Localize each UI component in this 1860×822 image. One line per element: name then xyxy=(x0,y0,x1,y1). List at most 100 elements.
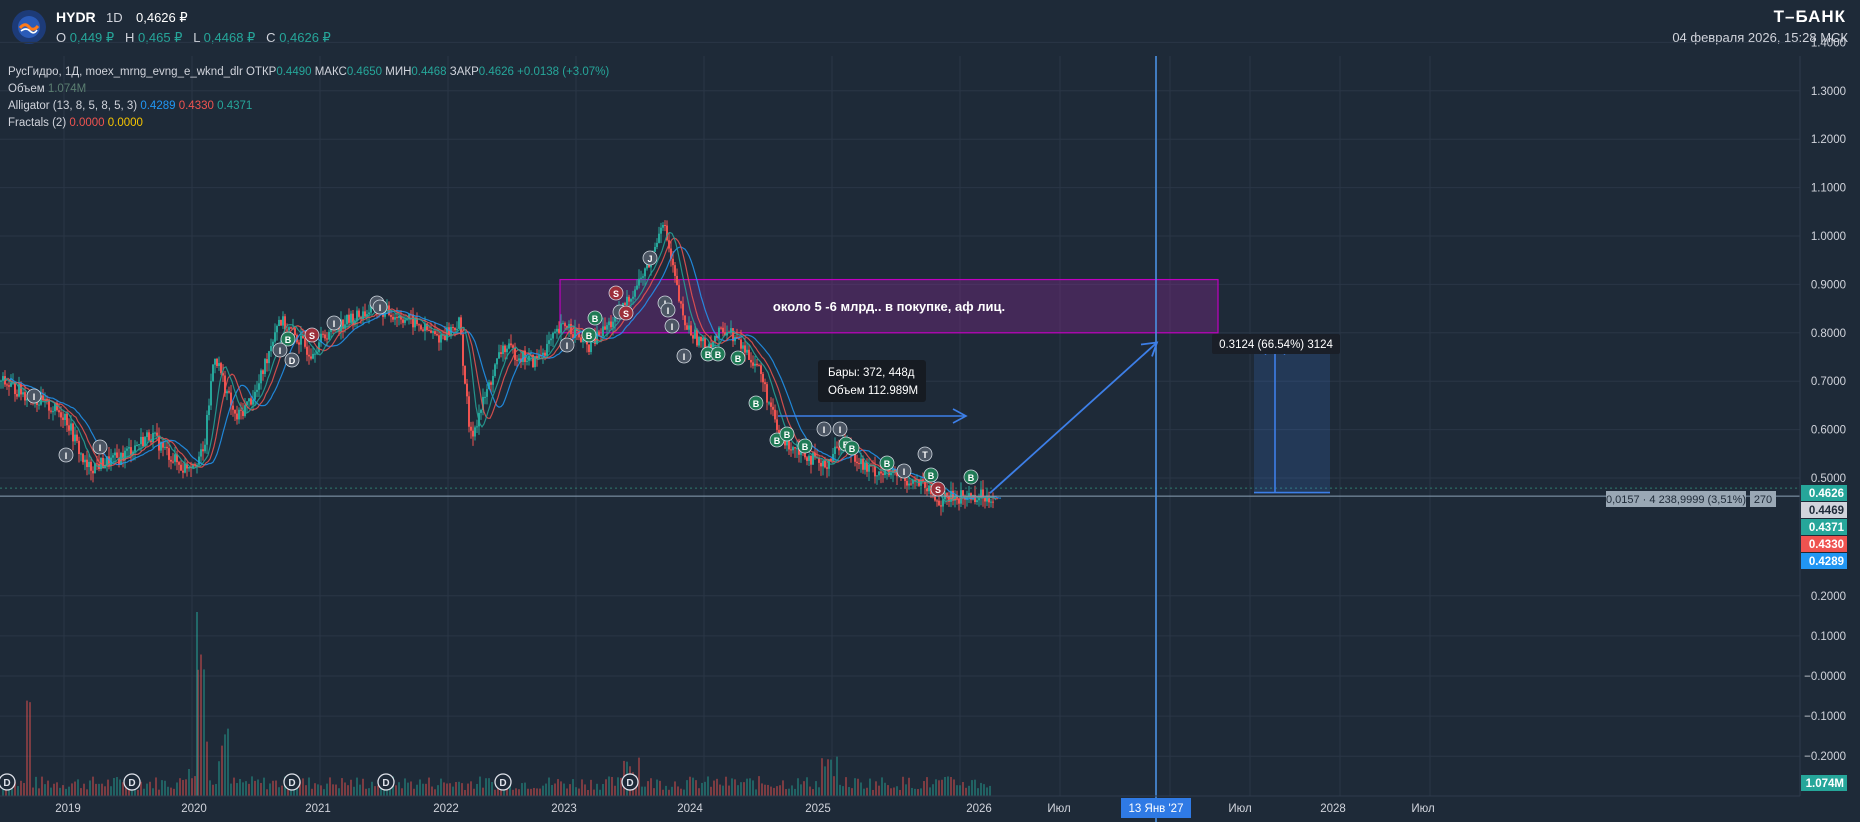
candle-body xyxy=(862,458,864,470)
volume-bar xyxy=(329,777,331,796)
volume-bar xyxy=(338,788,340,796)
volume-bar xyxy=(959,785,961,796)
candle-body xyxy=(804,450,806,458)
volume-bar xyxy=(983,784,985,796)
volume-bar xyxy=(104,786,106,796)
ticker-symbol[interactable]: HYDR xyxy=(56,9,96,25)
candle-body xyxy=(128,447,130,449)
candle-body xyxy=(692,335,694,339)
volume-bar xyxy=(857,778,859,796)
volume-bar xyxy=(941,779,943,796)
time-tick: 2026 xyxy=(966,803,992,815)
candle-body xyxy=(248,398,250,402)
volume-bar xyxy=(758,776,760,796)
timeframe-label[interactable]: 1D xyxy=(106,10,123,25)
candle-body xyxy=(274,332,276,342)
volume-bar xyxy=(482,787,484,796)
candle-body xyxy=(462,334,464,366)
candle-body xyxy=(390,314,392,317)
candle-body xyxy=(766,384,768,403)
legend-volume[interactable]: Объем 1.074M xyxy=(8,81,609,98)
candle-body xyxy=(760,365,762,374)
volume-bar xyxy=(947,776,949,796)
time-tick: Июл xyxy=(1047,803,1070,815)
volume-bar xyxy=(176,782,178,796)
candle-body xyxy=(700,336,702,342)
volume-bar xyxy=(788,788,790,796)
candle-body xyxy=(258,383,260,390)
candle-body xyxy=(896,472,898,477)
event-marker-b xyxy=(710,346,726,362)
volume-bar xyxy=(689,776,691,796)
candle-body xyxy=(370,305,372,313)
candle-body xyxy=(142,436,144,447)
open-label: O xyxy=(56,30,67,45)
candle-body xyxy=(890,472,892,476)
candle-body xyxy=(84,459,86,463)
candle-body xyxy=(94,463,96,474)
candle-body xyxy=(910,483,912,485)
volume-bar xyxy=(986,787,988,796)
candle-body xyxy=(130,447,132,455)
candle-body xyxy=(976,500,978,503)
volume-bar xyxy=(17,786,19,796)
volume-bar xyxy=(164,780,166,796)
volume-bar xyxy=(182,779,184,796)
event-marker-i xyxy=(26,388,42,404)
candle-body xyxy=(68,425,70,431)
candle-body xyxy=(522,350,524,362)
event-marker-label: B xyxy=(784,430,791,440)
volume-bar xyxy=(347,785,349,796)
candle-body xyxy=(638,278,640,286)
candle-body xyxy=(798,448,800,455)
legend-main-series[interactable]: РусГидро, 1Д, moex_mrng_evng_e_wknd_dlr … xyxy=(8,64,609,81)
candle-body xyxy=(572,334,574,338)
event-marker-b xyxy=(844,440,860,456)
candle-body xyxy=(206,414,208,445)
price-tick: 1.3000 xyxy=(1811,86,1846,98)
candle-body xyxy=(156,432,158,436)
candle-body xyxy=(236,413,238,420)
candle-body xyxy=(660,227,662,234)
event-marker-b xyxy=(963,469,979,485)
candle-body xyxy=(792,447,794,451)
volume-bar xyxy=(695,780,697,796)
candle-body xyxy=(738,338,740,340)
candle-body xyxy=(656,242,658,247)
legend-fractals[interactable]: Fractals (2) 0.0000 0.0000 xyxy=(8,115,609,132)
candle-body xyxy=(458,317,460,329)
volume-bar xyxy=(791,785,793,796)
candle-body xyxy=(624,303,626,305)
time-tick: 2028 xyxy=(1320,803,1346,815)
volume-bar xyxy=(245,781,247,796)
candle-body xyxy=(582,339,584,343)
candle-body xyxy=(628,296,630,302)
event-marker-label: S xyxy=(935,485,941,495)
volume-bar xyxy=(749,778,751,796)
candle-body xyxy=(820,462,822,467)
volume-bar xyxy=(914,788,916,796)
volume-bar xyxy=(359,784,361,796)
volume-bar xyxy=(149,781,151,796)
volume-bar xyxy=(728,785,730,796)
volume-bar xyxy=(74,781,76,796)
volume-bar xyxy=(680,788,682,796)
legend-alligator[interactable]: Alligator (13, 8, 5, 8, 5, 3) 0.4289 0.4… xyxy=(8,98,609,115)
volume-bar xyxy=(605,779,607,796)
rushydro-logo[interactable] xyxy=(12,10,46,44)
candle-body xyxy=(224,375,226,394)
event-marker-label: I xyxy=(333,319,336,329)
candle-body xyxy=(570,323,572,335)
crosshair-date-bg xyxy=(1121,798,1191,818)
dividend-marker-label: D xyxy=(499,778,506,789)
legend-high: 0.4650 xyxy=(346,66,383,78)
candle-body xyxy=(408,314,410,319)
candle-body xyxy=(346,314,348,325)
candle-body xyxy=(940,505,942,507)
price-badge xyxy=(1801,519,1847,535)
candle-body xyxy=(562,323,564,325)
candle-body xyxy=(566,326,568,328)
candle-body xyxy=(314,353,316,355)
event-marker-label: S xyxy=(309,331,315,341)
